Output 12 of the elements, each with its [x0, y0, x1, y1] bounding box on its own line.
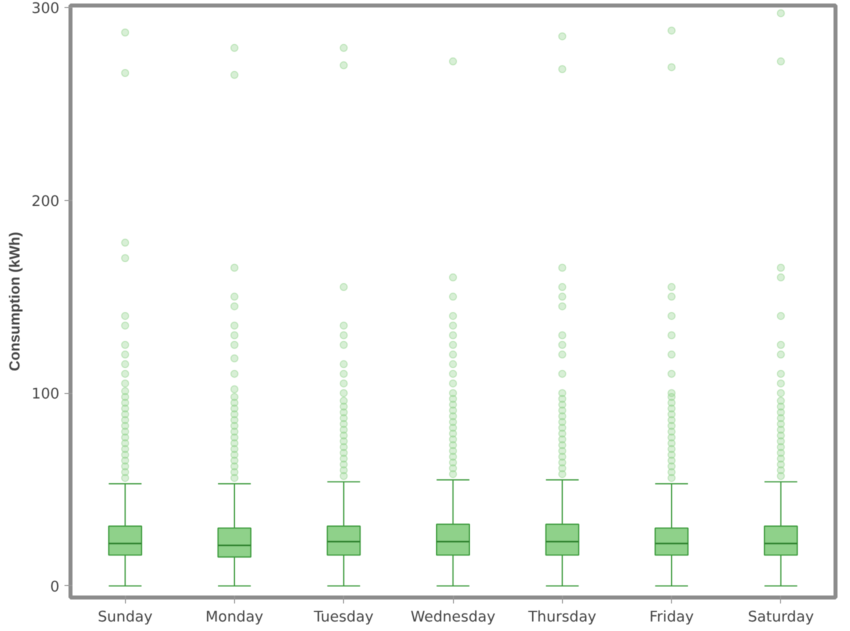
y-tick-label: 0 [50, 578, 60, 596]
y-tick-label: 300 [32, 0, 60, 17]
y-tick-label: 200 [32, 192, 60, 210]
x-tick-label: Saturday [748, 608, 814, 626]
y-tick-label: 100 [32, 386, 60, 403]
x-tick-label: Friday [649, 608, 694, 626]
x-tick-label: Tuesday [312, 608, 374, 626]
x-tick-label: Monday [206, 608, 264, 626]
y-axis-title: Consumption (kWh) [8, 232, 24, 372]
x-tick-label: Wednesday [410, 608, 496, 626]
x-tick-label: Thursday [527, 608, 597, 626]
x-tick-label: Sunday [98, 608, 153, 626]
